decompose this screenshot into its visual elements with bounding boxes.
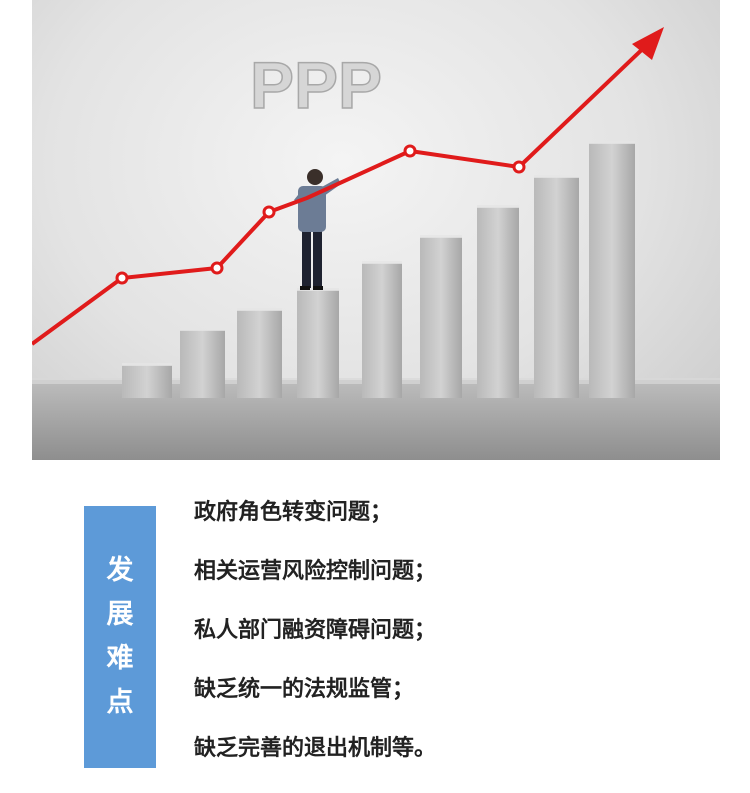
hero-image: PPP xyxy=(32,0,720,460)
bar xyxy=(237,310,282,398)
challenge-list: 政府角色转变问题； 相关运营风险控制问题； 私人部门融资障碍问题； 缺乏统一的法… xyxy=(194,498,714,793)
bar xyxy=(589,143,635,398)
growth-arrow xyxy=(32,27,664,346)
concrete-bars xyxy=(122,143,635,398)
growth-chart-illustration: PPP xyxy=(32,27,720,460)
bar xyxy=(122,365,172,398)
ppp-watermark: PPP xyxy=(250,48,382,122)
bar xyxy=(362,263,402,398)
list-item: 缺乏完善的退出机制等。 xyxy=(194,736,437,761)
badge-char: 难 xyxy=(106,643,134,674)
list-item: 相关运营风险控制问题； xyxy=(194,559,437,584)
bar xyxy=(534,177,579,398)
badge-char: 发 xyxy=(106,555,134,586)
bar xyxy=(420,237,462,398)
badge-char: 点 xyxy=(106,687,134,718)
list-item: 私人部门融资障碍问题； xyxy=(194,618,437,643)
bar xyxy=(180,330,225,398)
development-challenges-badge: 发 展 难 点 xyxy=(84,506,156,768)
list-item: 政府角色转变问题； xyxy=(194,500,393,525)
badge-char: 展 xyxy=(106,599,134,630)
bar xyxy=(297,290,339,398)
list-item: 缺乏统一的法规监管； xyxy=(194,677,415,702)
bar xyxy=(477,207,519,398)
